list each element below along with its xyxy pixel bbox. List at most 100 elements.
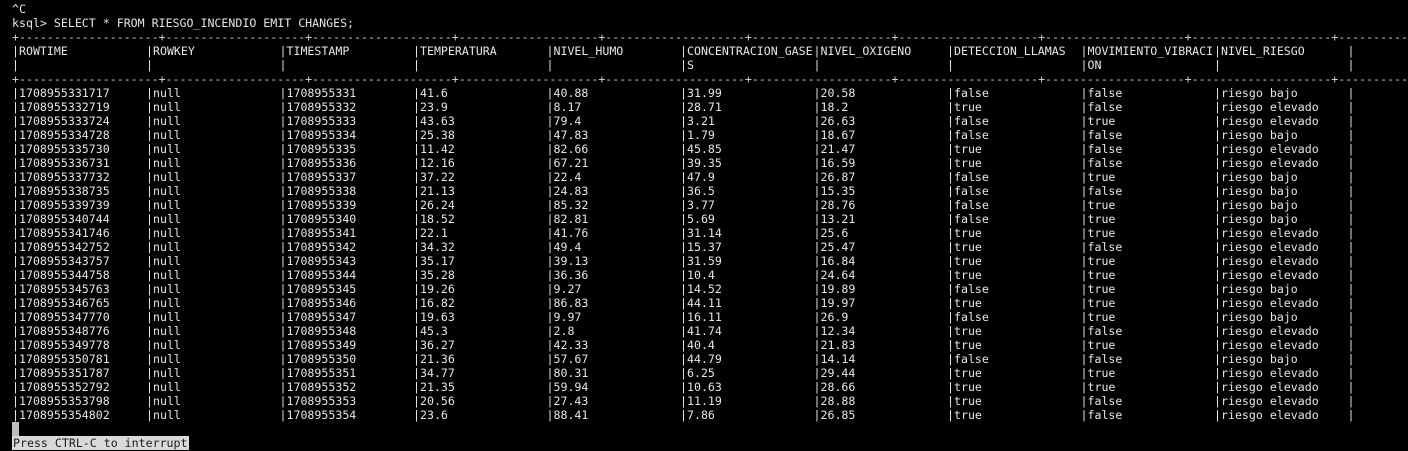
table-row-end: | (1347, 226, 1355, 240)
table-cell: |20.56 (413, 394, 455, 408)
table-cell: |false (1080, 156, 1123, 170)
table-row: |1708955352792 |null |1708955352 |21.35 |59.… (12, 380, 1402, 394)
table-cell: |14.52 (680, 282, 722, 296)
table-cell: |null (146, 212, 181, 226)
table-cell: |riesgo elevado (1214, 156, 1319, 170)
table-cell: |riesgo elevado (1214, 338, 1319, 352)
table-cell: |1708955338735 (12, 184, 110, 198)
column-header-continued: | (947, 58, 954, 72)
table-cell: |12.34 (813, 324, 856, 338)
table-cell: |false (1080, 184, 1123, 198)
table-cell: |riesgo elevado (1214, 324, 1319, 338)
table-row-end: | (1347, 58, 1355, 72)
table-cell: |true (1080, 212, 1116, 226)
table-row: |1708955332719 |null |1708955332 |23.9 |8.17… (12, 100, 1402, 114)
table-cell: |7.86 (680, 408, 715, 422)
table-cell: |1708955346765 (12, 296, 110, 310)
table-row: |1708955341746 |null |1708955341 |22.1 |41.7… (12, 226, 1402, 240)
table-cell: |16.84 (813, 254, 856, 268)
table-cell: |43.63 (413, 114, 455, 128)
table-cell: |44.11 (680, 296, 722, 310)
table-cell: |1708955344758 (12, 268, 110, 282)
table-cell: |86.83 (546, 296, 589, 310)
table-row-end: | (1347, 86, 1355, 100)
table-cell: |true (1080, 226, 1116, 240)
column-header: |CONCENTRACION_GASE (680, 44, 813, 58)
table-cell: |1708955345 (279, 282, 357, 296)
table-cell: |40.4 (680, 338, 715, 352)
table-cell: |1708955354 (279, 408, 357, 422)
command-line[interactable]: ksql> SELECT * FROM RIESGO_INCENDIO EMIT… (12, 16, 1402, 30)
table-cell: |26.9 (813, 310, 849, 324)
table-cell: |15.37 (680, 240, 722, 254)
table-cell: |null (146, 240, 181, 254)
table-cell: |1708955347770 (12, 310, 110, 324)
table-cell: |true (947, 268, 982, 282)
terminal-cursor (12, 422, 19, 436)
table-cell: |28.66 (813, 380, 856, 394)
table-cell: |21.83 (813, 338, 856, 352)
table-cell: |false (1080, 240, 1123, 254)
column-header: |NIVEL_HUMO (546, 44, 624, 58)
table-cell: |79.4 (546, 114, 582, 128)
column-header: |TEMPERATURA (413, 44, 497, 58)
table-cell: |null (146, 380, 181, 394)
table-cell: |85.32 (546, 198, 589, 212)
table-cell: |true (1080, 198, 1116, 212)
table-cell: |null (146, 156, 181, 170)
table-cell: |47.83 (546, 128, 589, 142)
table-row: |1708955337732 |null |1708955337 |37.22 |22.… (12, 170, 1402, 184)
table-row: |1708955346765 |null |1708955346 |16.82 |86.… (12, 296, 1402, 310)
table-row-end: | (1347, 352, 1355, 366)
table-cell: |41.74 (680, 324, 722, 338)
table-cell: |1708955351787 (12, 366, 110, 380)
table-cell: |1708955331717 (12, 86, 110, 100)
table-cell: |1708955353 (279, 394, 357, 408)
table-cell: |true (1080, 366, 1116, 380)
table-cell: |47.9 (680, 170, 715, 184)
table-cell: |23.9 (413, 100, 448, 114)
table-cell: |false (947, 352, 989, 366)
table-row: |1708955334728 |null |1708955334 |25.38 |47.… (12, 128, 1402, 142)
table-cell: |true (1080, 296, 1116, 310)
table-row: |1708955343757 |null |1708955343 |35.17 |39.… (12, 254, 1402, 268)
table-cell: |false (947, 212, 989, 226)
table-cell: |26.24 (413, 198, 455, 212)
table-cell: |1708955333724 (12, 114, 110, 128)
table-cell: |21.13 (413, 184, 455, 198)
table-cell: |null (146, 366, 181, 380)
table-cell: |riesgo elevado (1214, 268, 1319, 282)
table-cell: |true (1080, 338, 1116, 352)
table-cell: |1708955332 (279, 100, 357, 114)
table-cell: |41.6 (413, 86, 448, 100)
table-cell: |null (146, 254, 181, 268)
table-cell: |18.2 (813, 100, 849, 114)
table-row-end: | (1347, 128, 1355, 142)
table-cell: |45.85 (680, 142, 722, 156)
table-cell: |null (146, 86, 181, 100)
status-bar: Press CTRL-C to interrupt (12, 436, 189, 450)
table-cell: |2.8 (546, 324, 575, 338)
table-header-row: |ROWTIME |ROWKEY |TIMESTAMP |TEMPERATURA |NI… (12, 44, 1402, 58)
table-cell: |false (1080, 352, 1123, 366)
table-cell: |false (1080, 142, 1123, 156)
table-cell: |null (146, 128, 181, 142)
table-cell: |riesgo bajo (1214, 128, 1298, 142)
table-cell: |22.1 (413, 226, 448, 240)
column-header-continued: | (1214, 58, 1221, 72)
table-cell: |riesgo bajo (1214, 212, 1298, 226)
table-cell: |false (1080, 408, 1123, 422)
column-header: |TIMESTAMP (279, 44, 350, 58)
table-cell: |riesgo elevado (1214, 366, 1319, 380)
table-cell: |67.21 (546, 156, 589, 170)
table-cell: |riesgo bajo (1214, 184, 1298, 198)
table-cell: |1708955349 (279, 338, 357, 352)
table-header-row-continued: | | | | | |S | | |ON | | (12, 58, 1402, 72)
table-cell: |57.67 (546, 352, 589, 366)
table-cell: |12.16 (413, 156, 455, 170)
table-cell: |1708955353798 (12, 394, 110, 408)
table-cell: |false (1080, 128, 1123, 142)
table-cell: |null (146, 198, 181, 212)
table-cell: |21.36 (413, 352, 455, 366)
table-cell: |null (146, 408, 181, 422)
